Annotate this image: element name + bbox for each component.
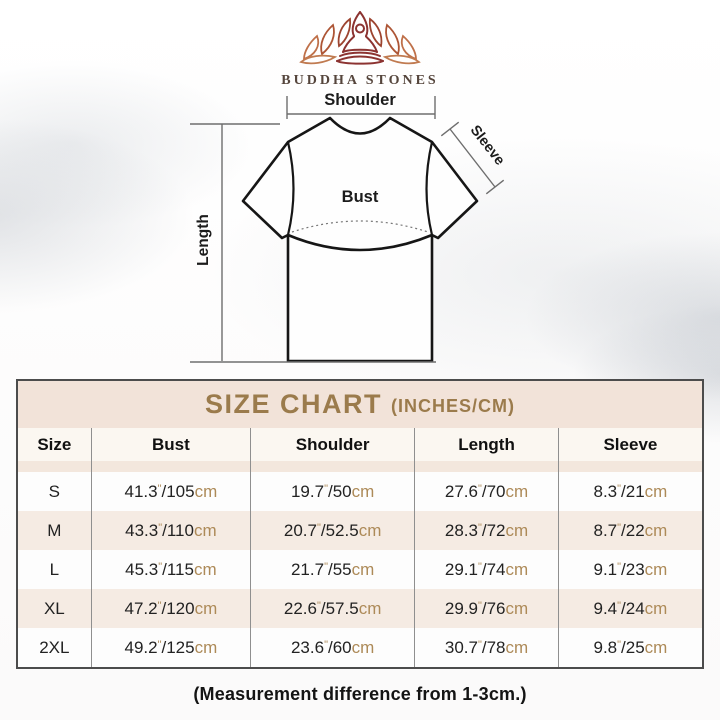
measurement-cell: 23.6"/60cm bbox=[250, 628, 415, 667]
size-chart-panel: SIZE CHART (INCHES/CM) Size Bust Shoulde… bbox=[16, 379, 704, 669]
size-cell: L bbox=[18, 550, 92, 589]
header-divider-row bbox=[18, 461, 702, 472]
brand-name: BUDDHA STONES bbox=[281, 73, 439, 88]
bust-line-solid bbox=[287, 233, 433, 252]
size-chart-title: SIZE CHART bbox=[205, 389, 382, 419]
length-label: Length bbox=[195, 214, 212, 266]
sleeve-label: Sleeve bbox=[467, 123, 508, 169]
right-armhole-seam bbox=[425, 141, 434, 236]
header-row: Size Bust Shoulder Length Sleeve bbox=[18, 428, 702, 461]
size-cell: 2XL bbox=[18, 628, 92, 667]
bust-line-dotted bbox=[291, 220, 429, 233]
table-row: M 43.3"/110cm 20.7"/52.5cm 28.3"/72cm 8.7"/2… bbox=[18, 511, 702, 550]
measurement-cell: 21.7"/55cm bbox=[250, 550, 415, 589]
table-row: S 41.3"/105cm 19.7"/50cm 27.6"/70cm 8.3"/21c… bbox=[18, 472, 702, 511]
table-row: L 45.3"/115cm 21.7"/55cm 29.1"/74cm 9.1"/23c… bbox=[18, 550, 702, 589]
size-cell: S bbox=[18, 472, 92, 511]
measurement-cell: 9.8"/25cm bbox=[557, 628, 702, 667]
measurement-cell: 47.2"/120cm bbox=[90, 589, 251, 628]
column-header-shoulder: Shoulder bbox=[250, 428, 415, 461]
sleeve-dimension-line bbox=[440, 121, 505, 195]
column-header-bust: Bust bbox=[90, 428, 251, 461]
measurement-cell: 9.4"/24cm bbox=[557, 589, 702, 628]
lotus-meditation-icon bbox=[299, 11, 420, 65]
size-chart-subtitle: (INCHES/CM) bbox=[391, 395, 515, 416]
divider-cell bbox=[557, 461, 702, 472]
divider-cell bbox=[250, 461, 415, 472]
column-header-size: Size bbox=[18, 428, 92, 461]
measurement-cell: 8.3"/21cm bbox=[557, 472, 702, 511]
measurement-cell: 22.6"/57.5cm bbox=[250, 589, 415, 628]
column-header-length: Length bbox=[414, 428, 559, 461]
measurement-cell: 49.2"/125cm bbox=[90, 628, 251, 667]
shoulder-dimension-line bbox=[286, 96, 436, 119]
left-armhole-seam bbox=[286, 141, 295, 236]
measurement-cell: 30.7"/78cm bbox=[414, 628, 559, 667]
measurement-cell: 29.9"/76cm bbox=[414, 589, 559, 628]
measurement-cell: 28.3"/72cm bbox=[414, 511, 559, 550]
measurement-note: (Measurement difference from 1-3cm.) bbox=[193, 684, 527, 704]
divider-cell bbox=[90, 461, 251, 472]
measurement-cell: 43.3"/110cm bbox=[90, 511, 251, 550]
measurement-cell: 27.6"/70cm bbox=[414, 472, 559, 511]
measurement-cell: 19.7"/50cm bbox=[250, 472, 415, 511]
table-row: XL 47.2"/120cm 22.6"/57.5cm 29.9"/76cm 9.4"/… bbox=[18, 589, 702, 628]
measurement-cell: 29.1"/74cm bbox=[414, 550, 559, 589]
divider-cell bbox=[414, 461, 559, 472]
column-header-sleeve: Sleeve bbox=[557, 428, 702, 461]
bust-label: Bust bbox=[342, 188, 379, 206]
shoulder-label: Shoulder bbox=[324, 91, 396, 109]
size-chart-title-band: SIZE CHART (INCHES/CM) bbox=[18, 381, 702, 428]
size-table: Size Bust Shoulder Length Sleeve S 41.3"/… bbox=[18, 428, 702, 667]
measurement-cell: 8.7"/22cm bbox=[557, 511, 702, 550]
size-cell: M bbox=[18, 511, 92, 550]
table-row: 2XL 49.2"/125cm 23.6"/60cm 30.7"/78cm 9.8"/2… bbox=[18, 628, 702, 667]
measurement-cell: 9.1"/23cm bbox=[557, 550, 702, 589]
tshirt-outline bbox=[241, 116, 479, 363]
size-table-body: S 41.3"/105cm 19.7"/50cm 27.6"/70cm 8.3"/21c… bbox=[18, 472, 702, 667]
divider-cell bbox=[18, 461, 92, 472]
tshirt-measurement-diagram: Shoulder Length Sleeve Bust bbox=[190, 91, 508, 363]
measurement-cell: 45.3"/115cm bbox=[90, 550, 251, 589]
measurement-cell: 41.3"/105cm bbox=[90, 472, 251, 511]
size-cell: XL bbox=[18, 589, 92, 628]
measurement-cell: 20.7"/52.5cm bbox=[250, 511, 415, 550]
length-dimension-line bbox=[190, 123, 436, 363]
brand-logo: BUDDHA STONES bbox=[0, 8, 720, 89]
